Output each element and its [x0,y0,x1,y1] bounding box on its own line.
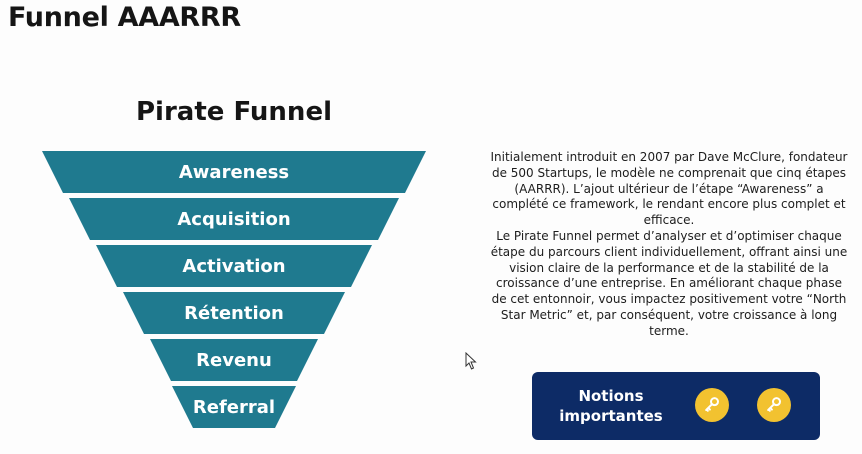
key-button-2[interactable] [757,388,791,422]
page-title: Funnel AAARRR [8,2,241,33]
key-icon [705,397,719,412]
funnel-stage-revenu: Revenu [150,339,318,381]
funnel-stage-referral: Referral [172,386,296,428]
notions-label: Notions importantes [532,386,690,426]
key-icon [767,397,781,412]
description-paragraph-1: Initialement introduit en 2007 par Dave … [490,150,848,228]
funnel-stage-activation: Activation [96,245,372,287]
notions-label-line-1: Notions [578,387,644,405]
mouse-cursor-icon [465,352,477,370]
key-button-1[interactable] [695,388,729,422]
notions-importantes-card[interactable]: Notions importantes [532,372,820,440]
description-text: Initialement introduit en 2007 par Dave … [489,150,849,340]
funnel-stage-acquisition: Acquisition [69,198,399,240]
description-paragraph-2: Le Pirate Funnel permet d’analyser et d’… [490,228,848,338]
funnel-stage-awareness: Awareness [42,151,426,193]
funnel-stage-retention: Rétention [123,292,345,334]
notions-label-line-2: importantes [559,407,663,425]
funnel-title: Pirate Funnel [136,97,332,127]
